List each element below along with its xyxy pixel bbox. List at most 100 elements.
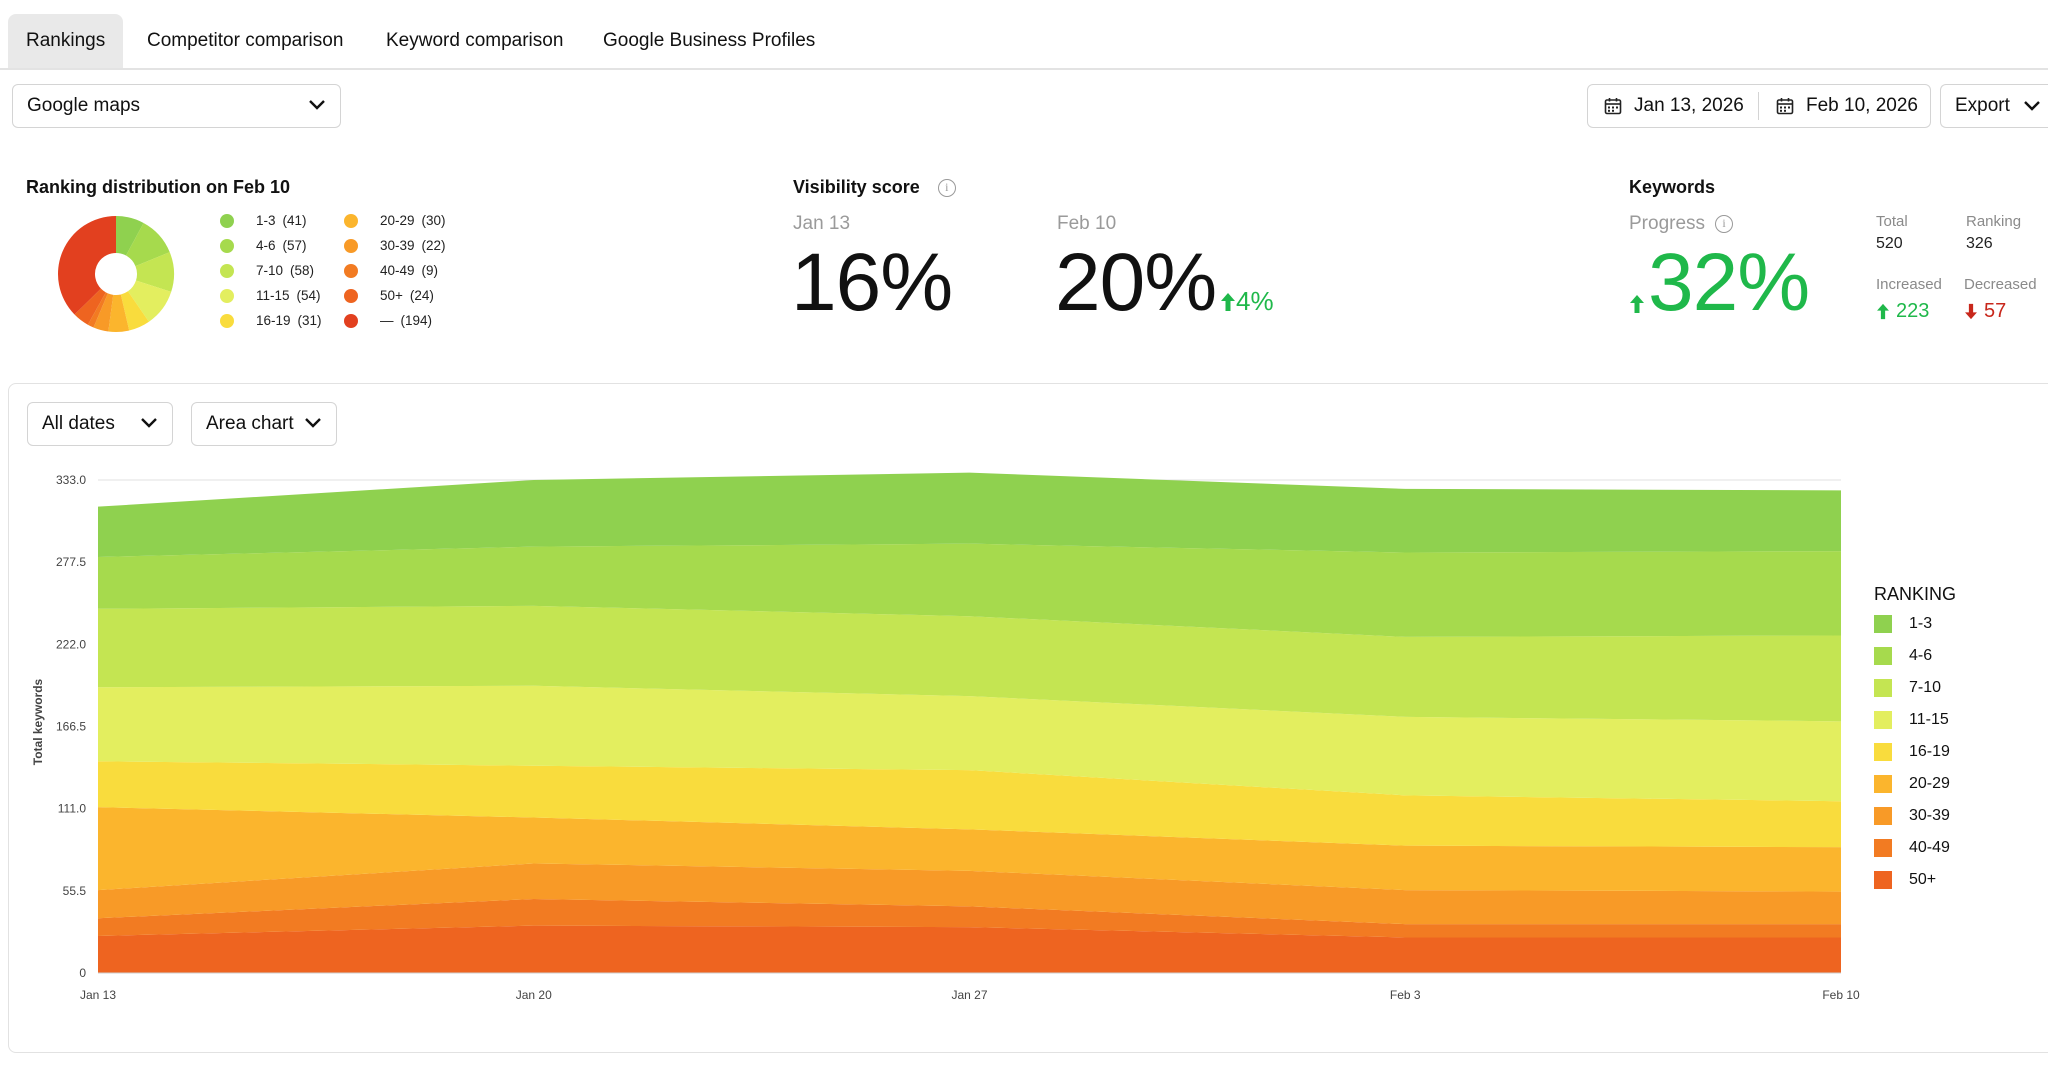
distribution-count: (41) — [282, 213, 307, 228]
arrow-down-icon — [1965, 303, 1977, 320]
legend-swatch — [1874, 839, 1892, 857]
distribution-count: (54) — [296, 288, 321, 303]
progress-label-row: Progress i — [1629, 213, 1734, 235]
distribution-legend-item: 30-39 (22) — [344, 238, 446, 253]
distribution-legend-item: 4-6 (57) — [220, 238, 307, 253]
export-button[interactable]: Export — [1940, 84, 2048, 128]
progress-label: Progress — [1629, 213, 1706, 234]
decreased-label: Decreased — [1964, 276, 2037, 293]
chart-legend-item[interactable]: 1-3 — [1874, 615, 1932, 633]
area-series-40-49[interactable] — [98, 898, 1841, 938]
area-series-16-19[interactable] — [98, 761, 1841, 848]
start-date-button[interactable]: Jan 13, 2026 — [1604, 84, 1744, 128]
distribution-label: 40-49 — [380, 263, 415, 278]
distribution-label: 1-3 — [256, 213, 276, 228]
donut-slice — [108, 294, 130, 332]
chart-legend-item[interactable]: 7-10 — [1874, 679, 1941, 697]
tab-keyword-comparison[interactable]: Keyword comparison — [386, 30, 564, 51]
distribution-legend-item: 40-49 (9) — [344, 263, 438, 278]
legend-dot — [220, 263, 234, 278]
tab-google-business-profiles[interactable]: Google Business Profiles — [603, 30, 816, 51]
chart-legend-item[interactable]: 16-19 — [1874, 743, 1950, 761]
chart-legend-item[interactable]: 4-6 — [1874, 647, 1932, 665]
area-series-30-39[interactable] — [98, 863, 1841, 925]
x-tick-label: Feb 10 — [1822, 988, 1860, 1002]
source-select[interactable]: Google maps — [12, 84, 341, 128]
chart-legend-label: 1-3 — [1909, 615, 1933, 632]
increased-label: Increased — [1876, 276, 1942, 293]
area-series-4-6[interactable] — [98, 543, 1841, 637]
chevron-down-icon — [305, 418, 321, 428]
distribution-count: (31) — [297, 313, 322, 328]
chevron-down-icon — [2024, 101, 2040, 111]
area-series-50+[interactable] — [98, 925, 1841, 973]
info-icon[interactable]: i — [1715, 215, 1734, 233]
chart-legend-item[interactable]: 50+ — [1874, 871, 1936, 889]
legend-swatch — [1874, 807, 1892, 825]
donut-slice — [120, 291, 149, 331]
area-series-20-29[interactable] — [98, 807, 1841, 892]
area-series-1-3[interactable] — [98, 472, 1841, 557]
y-tick-label: 166.5 — [56, 720, 86, 734]
chart-legend-label: 11-15 — [1909, 711, 1949, 728]
increased-stat: 223 — [1876, 300, 1929, 323]
end-date-value: Feb 10, 2026 — [1806, 95, 1918, 116]
distribution-count: (22) — [421, 238, 446, 253]
distribution-label: 4-6 — [256, 238, 276, 253]
y-axis-label: Total keywords — [31, 678, 45, 765]
ranking-distribution-donut — [57, 216, 174, 332]
y-tick-label: 277.5 — [56, 555, 86, 569]
legend-swatch — [1874, 871, 1892, 889]
chart-legend-label: 40-49 — [1909, 839, 1950, 856]
date-range-select[interactable]: All dates — [27, 402, 173, 446]
donut-slice — [127, 280, 172, 322]
distribution-label: 20-29 — [380, 213, 415, 228]
chart-legend-label: 20-29 — [1909, 775, 1950, 792]
ranking-value: 326 — [1966, 235, 1993, 252]
distribution-label: 7-10 — [256, 263, 284, 278]
distribution-legend-item: 16-19 (31) — [220, 313, 322, 328]
chart-legend-item[interactable]: 11-15 — [1874, 711, 1949, 729]
legend-swatch — [1874, 647, 1892, 665]
export-label: Export — [1955, 95, 2010, 116]
legend-swatch — [1874, 711, 1892, 729]
legend-swatch — [1874, 743, 1892, 761]
chart-legend-item[interactable]: 40-49 — [1874, 839, 1950, 857]
donut-slice — [125, 222, 170, 267]
distribution-count: (58) — [290, 263, 315, 278]
chart-legend-item[interactable]: 20-29 — [1874, 775, 1950, 793]
y-tick-label: 333.0 — [56, 473, 86, 487]
date-range-picker — [1587, 84, 1931, 128]
arrow-up-icon — [1221, 292, 1235, 311]
date-divider — [1758, 92, 1759, 120]
legend-swatch — [1874, 679, 1892, 697]
tab-rankings[interactable]: Rankings — [8, 14, 124, 68]
tab-bar: Rankings Competitor comparison Keyword c… — [0, 0, 2048, 70]
distribution-label: 30-39 — [380, 238, 415, 253]
area-series-7-10[interactable] — [98, 605, 1841, 722]
info-icon[interactable]: i — [937, 178, 956, 197]
distribution-count: (194) — [400, 313, 433, 328]
chart-type-select[interactable]: Area chart — [191, 402, 337, 446]
chart-legend-label: 7-10 — [1909, 679, 1942, 696]
end-date-button[interactable]: Feb 10, 2026 — [1776, 84, 1918, 128]
tab-competitor-comparison[interactable]: Competitor comparison — [147, 30, 344, 51]
chart-card — [8, 383, 2048, 1053]
decreased-value: 57 — [1984, 300, 2007, 322]
visibility-end-value: 20% — [1055, 237, 1217, 328]
date-range-select-value: All dates — [42, 413, 115, 434]
legend-swatch — [1874, 775, 1892, 793]
y-tick-label: 0 — [79, 966, 86, 980]
area-series-11-15[interactable] — [98, 685, 1841, 802]
y-tick-label: 111.0 — [58, 802, 87, 816]
increased-value: 223 — [1896, 300, 1930, 322]
distribution-legend-item: 11-15 (54) — [220, 288, 321, 303]
distribution-legend-item: — (194) — [344, 313, 432, 328]
source-select-value: Google maps — [27, 95, 141, 116]
decreased-stat: 57 — [1964, 300, 2006, 323]
ranking-label: Ranking — [1966, 213, 2022, 230]
donut-slice — [116, 216, 144, 256]
visibility-start-value: 16% — [791, 237, 953, 328]
chart-legend-item[interactable]: 30-39 — [1874, 807, 1950, 825]
